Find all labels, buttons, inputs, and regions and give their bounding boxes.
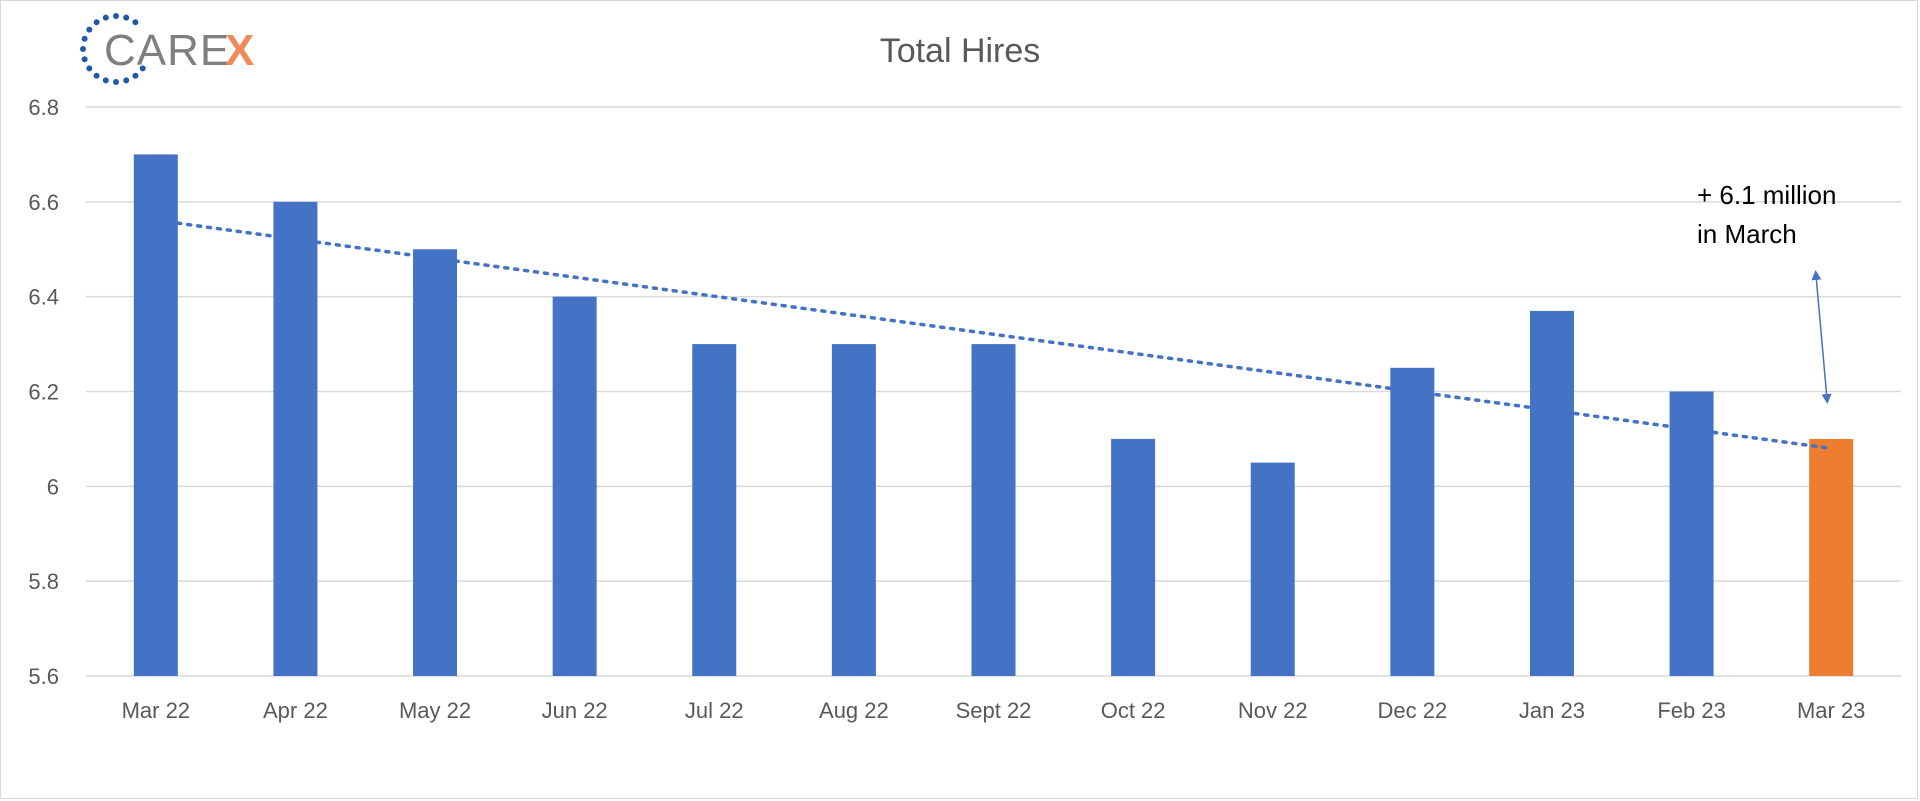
logo-ring-dot — [102, 77, 109, 84]
x-tick-label: Feb 23 — [1657, 698, 1726, 723]
x-axis-ticks: Mar 22 Apr 22 May 22 Jun 22 Jul 22 Aug 22 Sept… — [122, 698, 1866, 723]
logo-ring-dot — [93, 19, 100, 26]
logo-ring-dot — [81, 56, 88, 63]
bar — [273, 201, 318, 677]
logo-ring-dot — [123, 14, 130, 21]
bar — [1809, 438, 1854, 676]
x-tick-label: Dec 22 — [1377, 698, 1447, 723]
bars — [133, 154, 1854, 677]
bar — [1250, 462, 1295, 676]
y-tick-label: 6.2 — [28, 380, 59, 405]
carex-logo: CARE X — [80, 13, 254, 85]
trendline — [176, 221, 1833, 451]
logo-text: CARE — [104, 26, 230, 75]
annotation: + 6.1 million in March — [1697, 180, 1836, 404]
logo-dotted-ring-icon — [80, 13, 146, 85]
logo-ring-dot — [86, 65, 93, 72]
logo-ring-dot — [132, 19, 139, 26]
logo-accent-x: X — [225, 26, 254, 75]
bar — [692, 344, 737, 676]
logo-ring-dot — [113, 79, 119, 85]
x-tick-label: Aug 22 — [819, 698, 889, 723]
x-tick-label: Jul 22 — [685, 698, 744, 723]
logo-ring-dot — [123, 77, 130, 84]
y-tick-label: 6.4 — [28, 285, 59, 310]
x-tick-label: Oct 22 — [1101, 698, 1166, 723]
annotation-line-1: + 6.1 million — [1697, 180, 1836, 210]
x-tick-label: Mar 23 — [1797, 698, 1865, 723]
logo-ring-dot — [93, 72, 100, 79]
y-tick-label: 5.8 — [28, 569, 59, 594]
annotation-line-2: in March — [1697, 219, 1797, 249]
bar — [1669, 391, 1714, 676]
y-axis-ticks: 5.6 5.8 6 6.2 6.4 6.6 6.8 — [28, 95, 59, 689]
logo-ring-dot — [113, 13, 119, 19]
logo-ring-dot — [81, 35, 88, 42]
bar — [971, 344, 1016, 676]
x-tick-label: Jan 23 — [1519, 698, 1585, 723]
logo-ring-dot — [80, 46, 86, 52]
y-tick-label: 5.6 — [28, 664, 59, 689]
x-tick-label: Nov 22 — [1238, 698, 1308, 723]
x-tick-label: May 22 — [399, 698, 471, 723]
x-tick-label: Jun 22 — [542, 698, 608, 723]
logo-ring-dot — [132, 72, 139, 79]
x-tick-label: Mar 22 — [122, 698, 190, 723]
logo-ring-dot — [139, 65, 146, 72]
bar — [413, 249, 458, 676]
y-tick-label: 6.6 — [28, 190, 59, 215]
bar — [831, 344, 876, 676]
bar — [1390, 367, 1435, 676]
y-tick-label: 6 — [47, 474, 59, 499]
bar — [1529, 310, 1574, 676]
bar — [1111, 438, 1156, 676]
logo-ring-dot — [102, 14, 109, 21]
chart-title: Total Hires — [880, 32, 1041, 70]
logo-ring-dot — [86, 26, 93, 33]
x-tick-label: Apr 22 — [263, 698, 328, 723]
y-tick-label: 6.8 — [28, 95, 59, 120]
annotation-arrow-icon — [1811, 270, 1832, 404]
x-tick-label: Sept 22 — [956, 698, 1032, 723]
bar — [552, 296, 597, 676]
bar — [133, 154, 178, 676]
